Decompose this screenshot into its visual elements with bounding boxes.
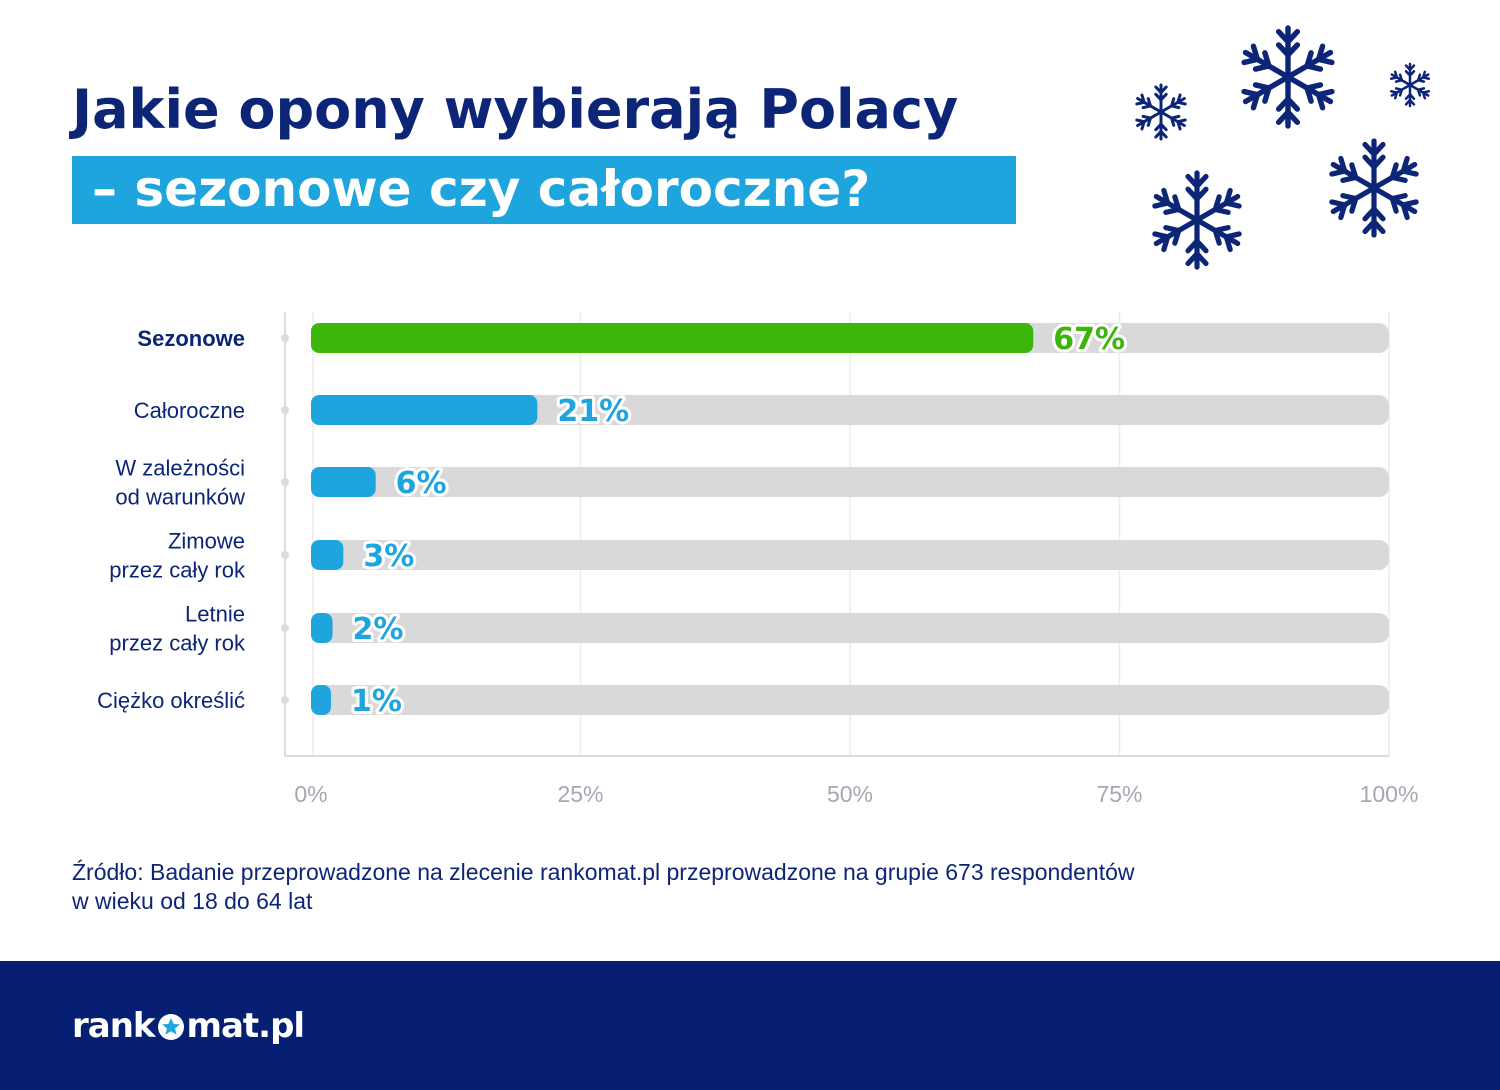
- bar-value-label: 3%: [363, 539, 414, 574]
- category-label-line: Zimowe: [168, 529, 245, 554]
- category-label-line: Sezonowe: [137, 326, 245, 351]
- snowflake-icon: [1241, 25, 1335, 129]
- snowflake-icon: [1135, 83, 1187, 141]
- category-label-line: od warunków: [115, 485, 245, 510]
- x-tick-label: 50%: [827, 781, 873, 807]
- x-tick-label: 25%: [557, 781, 603, 807]
- y-tick-mark: [281, 478, 289, 486]
- category-label: Letnie przez cały rok: [109, 602, 246, 656]
- category-label-line: Całoroczne: [134, 398, 245, 423]
- source-line-1: Źródło: Badanie przeprowadzone na zlecen…: [72, 859, 1135, 885]
- y-tick-mark: [281, 696, 289, 704]
- logo-text-right: mat.pl: [186, 1006, 306, 1046]
- y-tick-mark: [281, 406, 289, 414]
- category-label-line: przez cały rok: [109, 631, 246, 656]
- category-label-line: W zależności: [115, 456, 245, 481]
- rankomat-logo[interactable]: rank mat.pl: [72, 1001, 306, 1051]
- bar: [311, 467, 376, 497]
- category-label: Ciężko określić: [97, 688, 245, 713]
- category-label: Całoroczne: [134, 398, 245, 423]
- bar: [311, 540, 344, 570]
- x-tick-label: 0%: [294, 781, 327, 807]
- x-tick-label: 100%: [1360, 781, 1419, 807]
- snowflake-icon: [1329, 138, 1419, 238]
- star-icon: [157, 1014, 184, 1040]
- bar-chart: 0% 25% 50% 75% 100% 67% Sezonowe 21% Całoroczne 6…: [97, 312, 1419, 807]
- page-title: Jakie opony wybierają Polacy: [72, 78, 959, 141]
- category-label-line: przez cały rok: [109, 558, 246, 583]
- bar: [311, 395, 538, 425]
- source-line-2: w wieku od 18 do 64 lat: [72, 888, 313, 914]
- category-label: Zimowe przez cały rok: [109, 529, 246, 583]
- source-note: Źródło: Badanie przeprowadzone na zlecen…: [72, 858, 1372, 916]
- logo-text-left: rank: [72, 1006, 156, 1046]
- page-subtitle: – sezonowe czy całoroczne?: [72, 156, 1016, 224]
- snowflake-icon: [1152, 170, 1242, 270]
- snowflake-icon: [1389, 62, 1431, 108]
- bar: [311, 323, 1034, 353]
- bar-track: [311, 540, 1389, 570]
- x-tick-label: 75%: [1096, 781, 1142, 807]
- category-label-line: Letnie: [185, 602, 245, 627]
- category-label-line: Ciężko określić: [97, 688, 245, 713]
- footer-bar: rank mat.pl: [0, 961, 1500, 1090]
- bar: [311, 613, 333, 643]
- category-label: W zależności od warunków: [115, 456, 245, 510]
- bar: [311, 685, 331, 715]
- bar-track: [311, 685, 1389, 715]
- y-tick-mark: [281, 624, 289, 632]
- y-tick-mark: [281, 551, 289, 559]
- y-tick-mark: [281, 334, 289, 342]
- bar-value-label: 1%: [351, 684, 402, 719]
- bar-value-label: 21%: [557, 394, 629, 429]
- bar-track: [311, 395, 1389, 425]
- bar-value-label: 6%: [396, 466, 447, 501]
- bar-track: [311, 467, 1389, 497]
- category-label: Sezonowe: [137, 326, 245, 351]
- bar-track: [311, 613, 1389, 643]
- bar-value-label: 2%: [353, 612, 404, 647]
- bar-value-label: 67%: [1053, 322, 1125, 357]
